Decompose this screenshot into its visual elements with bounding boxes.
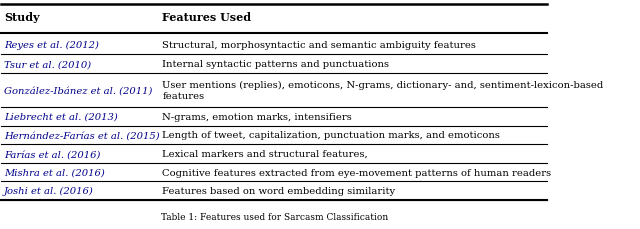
Text: Farías et al. (2016): Farías et al. (2016) bbox=[4, 149, 100, 158]
Text: Length of tweet, capitalization, punctuation marks, and emoticons: Length of tweet, capitalization, punctua… bbox=[163, 131, 500, 140]
Text: Mishra et al. (2016): Mishra et al. (2016) bbox=[4, 168, 105, 177]
Text: Structural, morphosyntactic and semantic ambiguity features: Structural, morphosyntactic and semantic… bbox=[163, 41, 476, 50]
Text: González-Ibánez et al. (2011): González-Ibánez et al. (2011) bbox=[4, 86, 152, 95]
Text: Features based on word embedding similarity: Features based on word embedding similar… bbox=[163, 186, 396, 195]
Text: Hernández-Farías et al. (2015): Hernández-Farías et al. (2015) bbox=[4, 131, 160, 140]
Text: Study: Study bbox=[4, 12, 40, 23]
Text: N-grams, emotion marks, intensifiers: N-grams, emotion marks, intensifiers bbox=[163, 112, 352, 121]
Text: Features Used: Features Used bbox=[163, 12, 252, 23]
Text: User mentions (replies), emoticons, N-grams, dictionary- and, sentiment-lexicon-: User mentions (replies), emoticons, N-gr… bbox=[163, 80, 604, 101]
Text: Cognitive features extracted from eye-movement patterns of human readers: Cognitive features extracted from eye-mo… bbox=[163, 168, 552, 177]
Text: Liebrecht et al. (2013): Liebrecht et al. (2013) bbox=[4, 112, 118, 121]
Text: Reyes et al. (2012): Reyes et al. (2012) bbox=[4, 41, 99, 50]
Text: Table 1: Features used for Sarcasm Classification: Table 1: Features used for Sarcasm Class… bbox=[161, 212, 388, 221]
Text: Lexical markers and structural features,: Lexical markers and structural features, bbox=[163, 149, 368, 158]
Text: Internal syntactic patterns and punctuations: Internal syntactic patterns and punctuat… bbox=[163, 60, 389, 69]
Text: Joshi et al. (2016): Joshi et al. (2016) bbox=[4, 186, 94, 196]
Text: Tsur et al. (2010): Tsur et al. (2010) bbox=[4, 60, 92, 69]
